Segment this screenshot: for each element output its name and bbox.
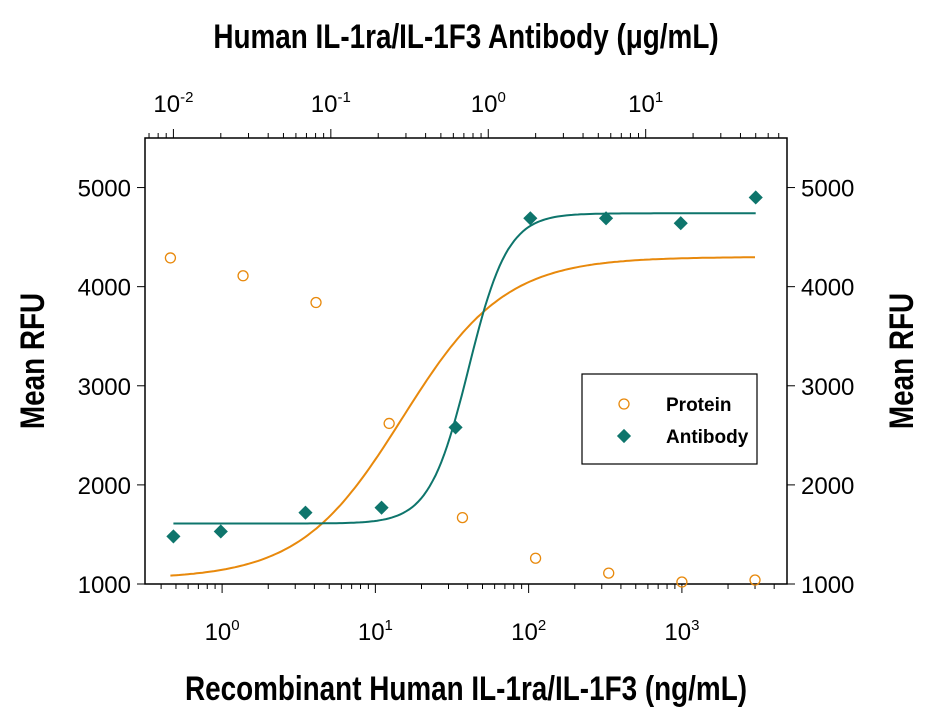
- right-y-tick-label: 1000: [801, 572, 854, 599]
- protein-data-point: [164, 252, 177, 264]
- right-y-tick-label: 4000: [801, 275, 854, 302]
- top-x-tick-label: 101: [628, 89, 663, 118]
- antibody-fit-curve: [173, 212, 756, 525]
- antibody-data-point: [213, 524, 228, 539]
- legend-antibody-label: Antibody: [666, 427, 749, 448]
- legend-antibody-marker: [616, 428, 632, 444]
- bottom-axis-title: Recombinant Human IL-1ra/IL-1F3 (ng/mL): [185, 669, 747, 707]
- left-y-tick-label: 3000: [78, 374, 131, 401]
- left-y-tick-label: 4000: [78, 275, 131, 302]
- left-y-tick-label: 5000: [78, 176, 131, 203]
- left-axis-title: Mean RFU: [13, 293, 51, 429]
- protein-data-point: [456, 511, 469, 524]
- left-y-tick-label: 2000: [78, 473, 131, 500]
- legend: Protein Antibody: [581, 373, 758, 465]
- right-y-tick-label: 2000: [801, 473, 854, 500]
- right-axis-title: Mean RFU: [882, 293, 920, 429]
- left-y-tick-label: 1000: [78, 572, 131, 599]
- protein-data-point: [676, 576, 688, 588]
- protein-data-point: [310, 296, 322, 309]
- top-x-tick-label: 10-2: [153, 89, 193, 118]
- top-x-tick-label: 10-1: [311, 89, 351, 118]
- plot-frame: [144, 137, 788, 585]
- antibody-data-point: [298, 505, 313, 520]
- protein-fit-curve: [170, 256, 755, 577]
- antibody-data-point: [166, 529, 181, 544]
- bottom-x-tick-label: 103: [664, 617, 699, 646]
- antibody-data-point: [673, 216, 688, 231]
- top-axis-title: Human IL-1ra/IL-1F3 Antibody (μg/mL): [213, 17, 718, 55]
- legend-protein-label: Protein: [666, 395, 731, 416]
- legend-box: [581, 373, 758, 465]
- protein-data-point: [383, 417, 395, 430]
- bottom-x-tick-label: 100: [205, 617, 240, 646]
- bottom-x-tick-label: 101: [358, 617, 393, 646]
- right-y-tick-label: 5000: [801, 176, 854, 203]
- protein-data-point: [529, 552, 542, 564]
- antibody-data-point: [448, 420, 463, 435]
- right-y-tick-label: 3000: [801, 374, 854, 401]
- legend-protein-marker: [618, 398, 630, 410]
- protein-data-point: [749, 574, 761, 586]
- protein-data-point: [237, 270, 249, 282]
- bottom-x-tick-label: 102: [511, 617, 546, 646]
- antibody-data-point: [748, 190, 763, 205]
- antibody-data-point: [523, 211, 538, 226]
- antibody-data-point: [598, 211, 614, 226]
- top-x-tick-label: 100: [471, 89, 506, 118]
- protein-data-point: [603, 567, 615, 579]
- antibody-data-point: [374, 500, 389, 515]
